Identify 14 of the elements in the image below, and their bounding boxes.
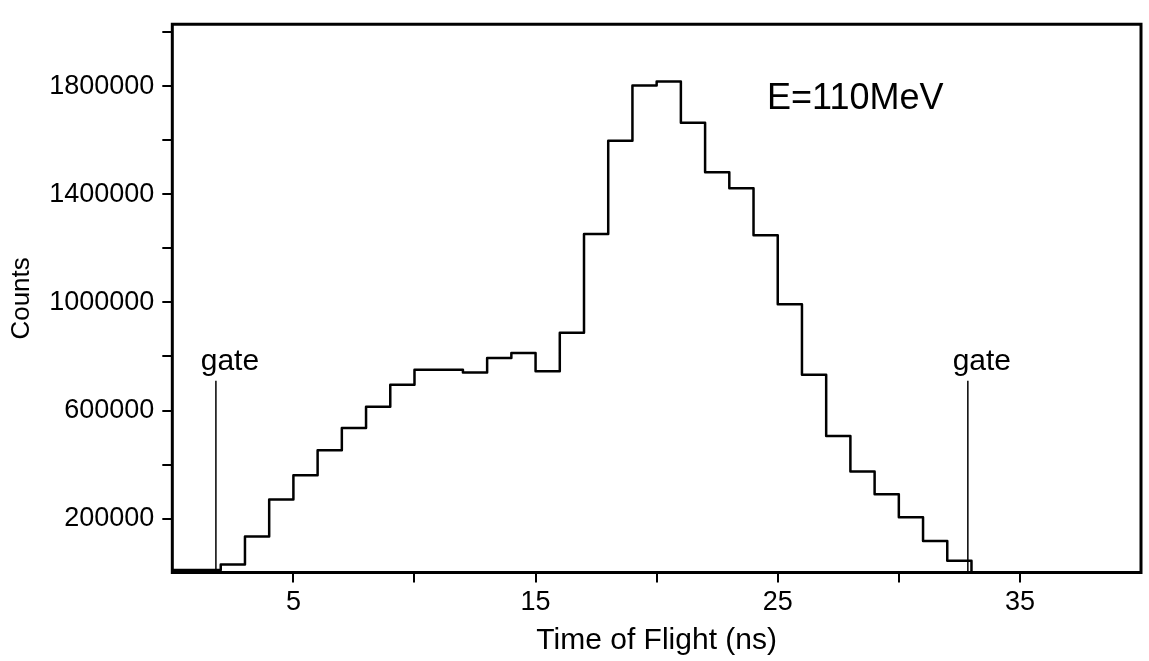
y-tick-label: 1400000 [49,177,155,208]
y-tick-label: 1000000 [49,285,155,316]
ref-line-label: gate [952,342,1012,376]
ref-line-label: gate [200,342,260,376]
x-tick-label: 15 [520,586,551,617]
y-axis-title: Counts [4,257,35,340]
x-tick-label: 35 [1004,586,1035,617]
y-tick-label: 200000 [64,502,155,533]
x-tick-label: 25 [762,586,793,617]
annotation: E=110MeV [767,76,944,118]
x-axis-title: Time of Flight (ns) [536,622,777,656]
y-tick-label: 1800000 [49,69,155,100]
y-tick-label: 600000 [64,393,155,424]
x-tick-label: 5 [285,586,301,617]
